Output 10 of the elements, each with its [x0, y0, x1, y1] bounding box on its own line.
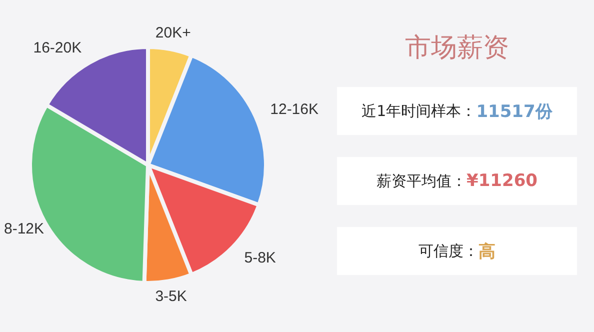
text: 近1年时间样本：11517份 — [362, 100, 552, 122]
slice-label: 8-12K — [4, 220, 44, 238]
slice-label: 5-8K — [244, 249, 276, 266]
slice-label: 3-5K — [155, 288, 187, 306]
slice-label: 20K+ — [155, 24, 192, 42]
slice-label: 12-16K — [270, 101, 319, 118]
slice-label: 16-20K — [33, 40, 82, 57]
text: 可信度：高 — [418, 240, 496, 262]
text: 薪资平均值：¥11260 — [376, 171, 538, 191]
text: 市场薪资 — [404, 32, 510, 65]
